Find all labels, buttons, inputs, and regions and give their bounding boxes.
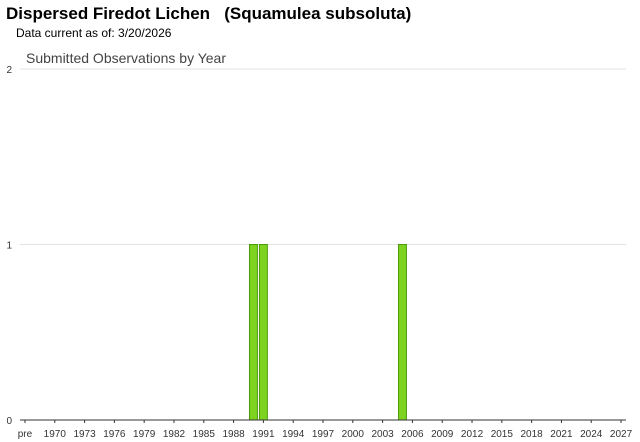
- x-tick-label: 2018: [520, 429, 543, 440]
- x-tick-label: 1991: [252, 429, 275, 440]
- species-title: Dispersed Firedot Lichen (Squamulea subs…: [6, 4, 412, 23]
- y-tick-label: 2: [6, 65, 12, 76]
- y-tick-label: 0: [6, 416, 12, 427]
- grid-lines: [20, 68, 626, 245]
- x-axis-ticks: pre 1970 1973 1976 1979 1982 1985 1988 1991 1994 1…: [18, 420, 633, 440]
- chart-title: Submitted Observations by Year: [26, 50, 226, 66]
- y-tick-label: 1: [6, 241, 12, 252]
- x-tick-label: 1973: [73, 429, 96, 440]
- x-tick-label: 2009: [431, 429, 454, 440]
- x-tick-label: 1970: [44, 429, 67, 440]
- x-tick-label: 2003: [371, 429, 394, 440]
- x-tick-label: 2015: [491, 429, 514, 440]
- x-tick-label: 1988: [222, 429, 245, 440]
- x-tick-label: 2021: [550, 429, 573, 440]
- x-tick-label: 1997: [312, 429, 335, 440]
- x-tick-label: pre: [18, 429, 33, 440]
- x-tick-label: 2012: [461, 429, 484, 440]
- bar-1991[interactable]: [258, 244, 268, 421]
- x-tick-label: 2024: [580, 429, 603, 440]
- y-axis-ticks: 0 1 2: [6, 65, 12, 427]
- x-tick-label: 1994: [282, 429, 305, 440]
- x-tick-label: 2027: [610, 429, 633, 440]
- bar-2005[interactable]: [398, 244, 407, 421]
- x-tick-label: 1982: [163, 429, 186, 440]
- x-tick-label: 1979: [133, 429, 156, 440]
- x-tick-label: 1985: [193, 429, 216, 440]
- bars: [248, 244, 407, 421]
- bar-1990[interactable]: [248, 244, 258, 421]
- x-tick-label: 2006: [401, 429, 424, 440]
- x-tick-label: 1976: [103, 429, 126, 440]
- x-tick-label: 2000: [342, 429, 365, 440]
- data-current-date: Data current as of: 3/20/2026: [16, 26, 172, 40]
